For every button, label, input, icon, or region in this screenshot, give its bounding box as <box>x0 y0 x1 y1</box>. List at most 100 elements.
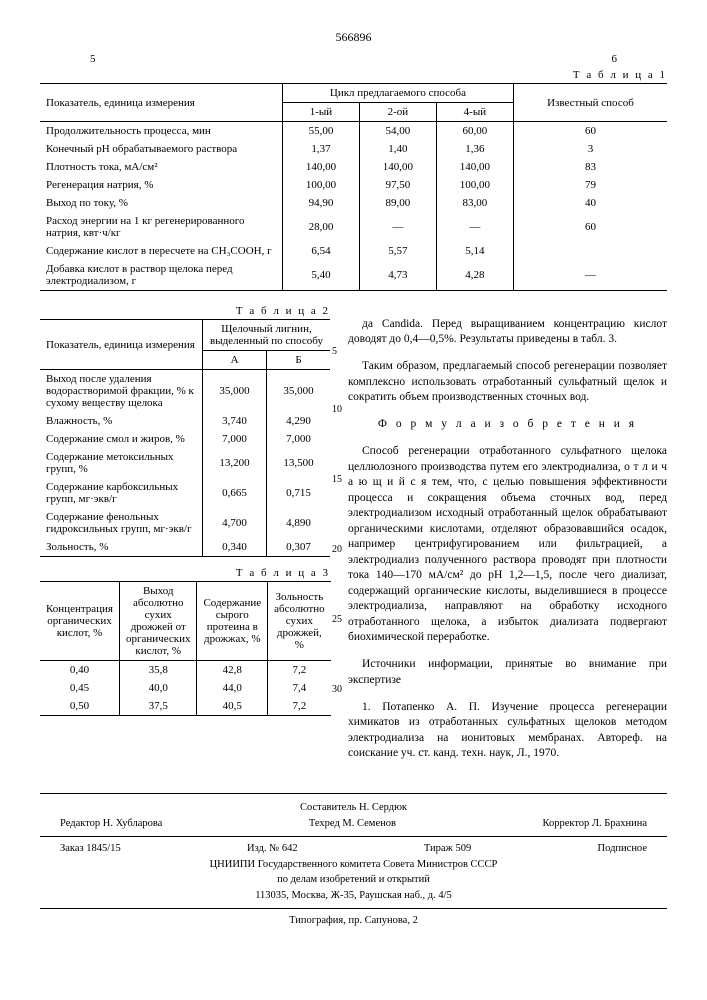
table-cell: 0,307 <box>267 538 330 557</box>
table-cell: 7,4 <box>268 679 331 697</box>
table-cell: Расход энергии на 1 кг регенерированного… <box>40 212 283 242</box>
table-cell: 3 <box>513 140 667 158</box>
table-cell: 0,50 <box>40 697 120 716</box>
izd: Изд. № 642 <box>247 841 298 857</box>
table-cell: 60,00 <box>436 122 513 141</box>
table-cell: 1,36 <box>436 140 513 158</box>
table-cell: 4,73 <box>359 260 436 291</box>
t1-col3: 4-ый <box>436 103 513 122</box>
table-cell: 4,290 <box>267 412 330 430</box>
ln5: 5 <box>332 345 337 359</box>
table-cell: Содержание метоксильных групп, % <box>40 448 203 478</box>
table-cell: 0,715 <box>267 478 330 508</box>
table-cell: 140,00 <box>359 158 436 176</box>
table-cell: 79 <box>513 176 667 194</box>
table-cell: 83 <box>513 158 667 176</box>
table-cell: 44,0 <box>197 679 268 697</box>
addr: 113035, Москва, Ж-35, Раушская наб., д. … <box>40 888 667 904</box>
para1: да Candida. Перед выращиванием концентра… <box>348 317 667 348</box>
table2: Показатель, единица измерения Щелочный л… <box>40 319 330 557</box>
table-cell: 94,90 <box>283 194 360 212</box>
table-cell: Содержание фенольных гидроксильных групп… <box>40 508 203 538</box>
table-cell: 7,2 <box>268 697 331 716</box>
ln30: 30 <box>332 683 342 697</box>
para3: Способ регенерации отработанного сульфат… <box>348 444 667 646</box>
table-cell: Содержание смол и жиров, % <box>40 430 203 448</box>
t1-col2: 2-ой <box>359 103 436 122</box>
table-cell: 1,37 <box>283 140 360 158</box>
table-cell: 42,8 <box>197 661 268 680</box>
table-cell: 35,000 <box>267 370 330 413</box>
table-cell: 0,340 <box>203 538 267 557</box>
table-cell <box>513 242 667 260</box>
table-cell: 54,00 <box>359 122 436 141</box>
corrector: Корректор Л. Брахнина <box>542 816 647 832</box>
patent-number: 566896 <box>40 30 667 45</box>
table-cell: 60 <box>513 122 667 141</box>
table-cell: 100,00 <box>436 176 513 194</box>
t1-head-cycle: Цикл предлагаемого способа <box>283 84 514 103</box>
table-cell: — <box>359 212 436 242</box>
table-cell: 35,000 <box>203 370 267 413</box>
page-numbers: 5 6 <box>40 53 667 65</box>
table1-label: Т а б л и ц а 1 <box>40 69 667 81</box>
table-cell: 13,500 <box>267 448 330 478</box>
formula-title: Ф о р м у л а и з о б р е т е н и я <box>348 417 667 433</box>
table-cell: Влажность, % <box>40 412 203 430</box>
table-cell: 100,00 <box>283 176 360 194</box>
table-cell: 60 <box>513 212 667 242</box>
body-text: 5 10 15 20 25 30 да Candida. Перед выращ… <box>348 305 667 773</box>
table-cell: — <box>513 260 667 291</box>
t3-h0: Концентрация органических кислот, % <box>40 582 120 661</box>
table-cell: 5,14 <box>436 242 513 260</box>
table3: Концентрация органических кислот, % Выхо… <box>40 581 331 716</box>
table-cell: 7,2 <box>268 661 331 680</box>
org1: ЦНИИПИ Государственного комитета Совета … <box>40 857 667 873</box>
table-cell: — <box>436 212 513 242</box>
ln20: 20 <box>332 543 342 557</box>
para4: Источники информации, принятые во вниман… <box>348 657 667 688</box>
footer: Составитель Н. Сердюк Редактор Н. Хублар… <box>40 793 667 928</box>
table-cell: 4,700 <box>203 508 267 538</box>
t1-head-known: Известный способ <box>513 84 667 122</box>
table-cell: 5,57 <box>359 242 436 260</box>
table3-label: Т а б л и ц а 3 <box>40 567 330 579</box>
table-cell: 83,00 <box>436 194 513 212</box>
t2-head-group: Щелочный лигнин, выделенный по способу <box>203 320 331 351</box>
t3-h2: Содержание сырого протеина в дрожжах, % <box>197 582 268 661</box>
t1-head-indicator: Показатель, единица измерения <box>40 84 283 122</box>
table-cell: Плотность тока, мА/см² <box>40 158 283 176</box>
table-cell: 4,890 <box>267 508 330 538</box>
ln15: 15 <box>332 473 342 487</box>
composer: Составитель Н. Сердюк <box>40 800 667 816</box>
table-cell: 40,0 <box>120 679 197 697</box>
table-cell: 89,00 <box>359 194 436 212</box>
para2: Таким образом, предлагаемый способ реген… <box>348 359 667 406</box>
tirazh: Тираж 509 <box>424 841 471 857</box>
t2-head-indicator: Показатель, единица измерения <box>40 320 203 370</box>
table2-label: Т а б л и ц а 2 <box>40 305 330 317</box>
table1: Показатель, единица измерения Цикл предл… <box>40 83 667 291</box>
para5: 1. Потапенко А. П. Изучение процесса рег… <box>348 700 667 762</box>
org2: по делам изобретений и открытий <box>40 872 667 888</box>
table-cell: 3,740 <box>203 412 267 430</box>
t3-h3: Зольность абсолютно сухих дрожжей, % <box>268 582 331 661</box>
table-cell: 55,00 <box>283 122 360 141</box>
tech: Техред М. Семенов <box>309 816 396 832</box>
table-cell: 28,00 <box>283 212 360 242</box>
table-cell: Регенерация натрия, % <box>40 176 283 194</box>
table-cell: 7,000 <box>267 430 330 448</box>
table-cell: 140,00 <box>283 158 360 176</box>
page-right: 6 <box>612 53 618 65</box>
table-cell: 40,5 <box>197 697 268 716</box>
table-cell: 37,5 <box>120 697 197 716</box>
table-cell: 40 <box>513 194 667 212</box>
t2-colB: Б <box>267 351 330 370</box>
table-cell: Содержание кислот в пересчете на CH₃COOH… <box>40 242 283 260</box>
table-cell: 0,40 <box>40 661 120 680</box>
table-cell: 97,50 <box>359 176 436 194</box>
page-left: 5 <box>90 53 96 65</box>
table-cell: 0,665 <box>203 478 267 508</box>
table-cell: Добавка кислот в раствор щелока перед эл… <box>40 260 283 291</box>
table-cell: Конечный pH обрабатываемого раствора <box>40 140 283 158</box>
